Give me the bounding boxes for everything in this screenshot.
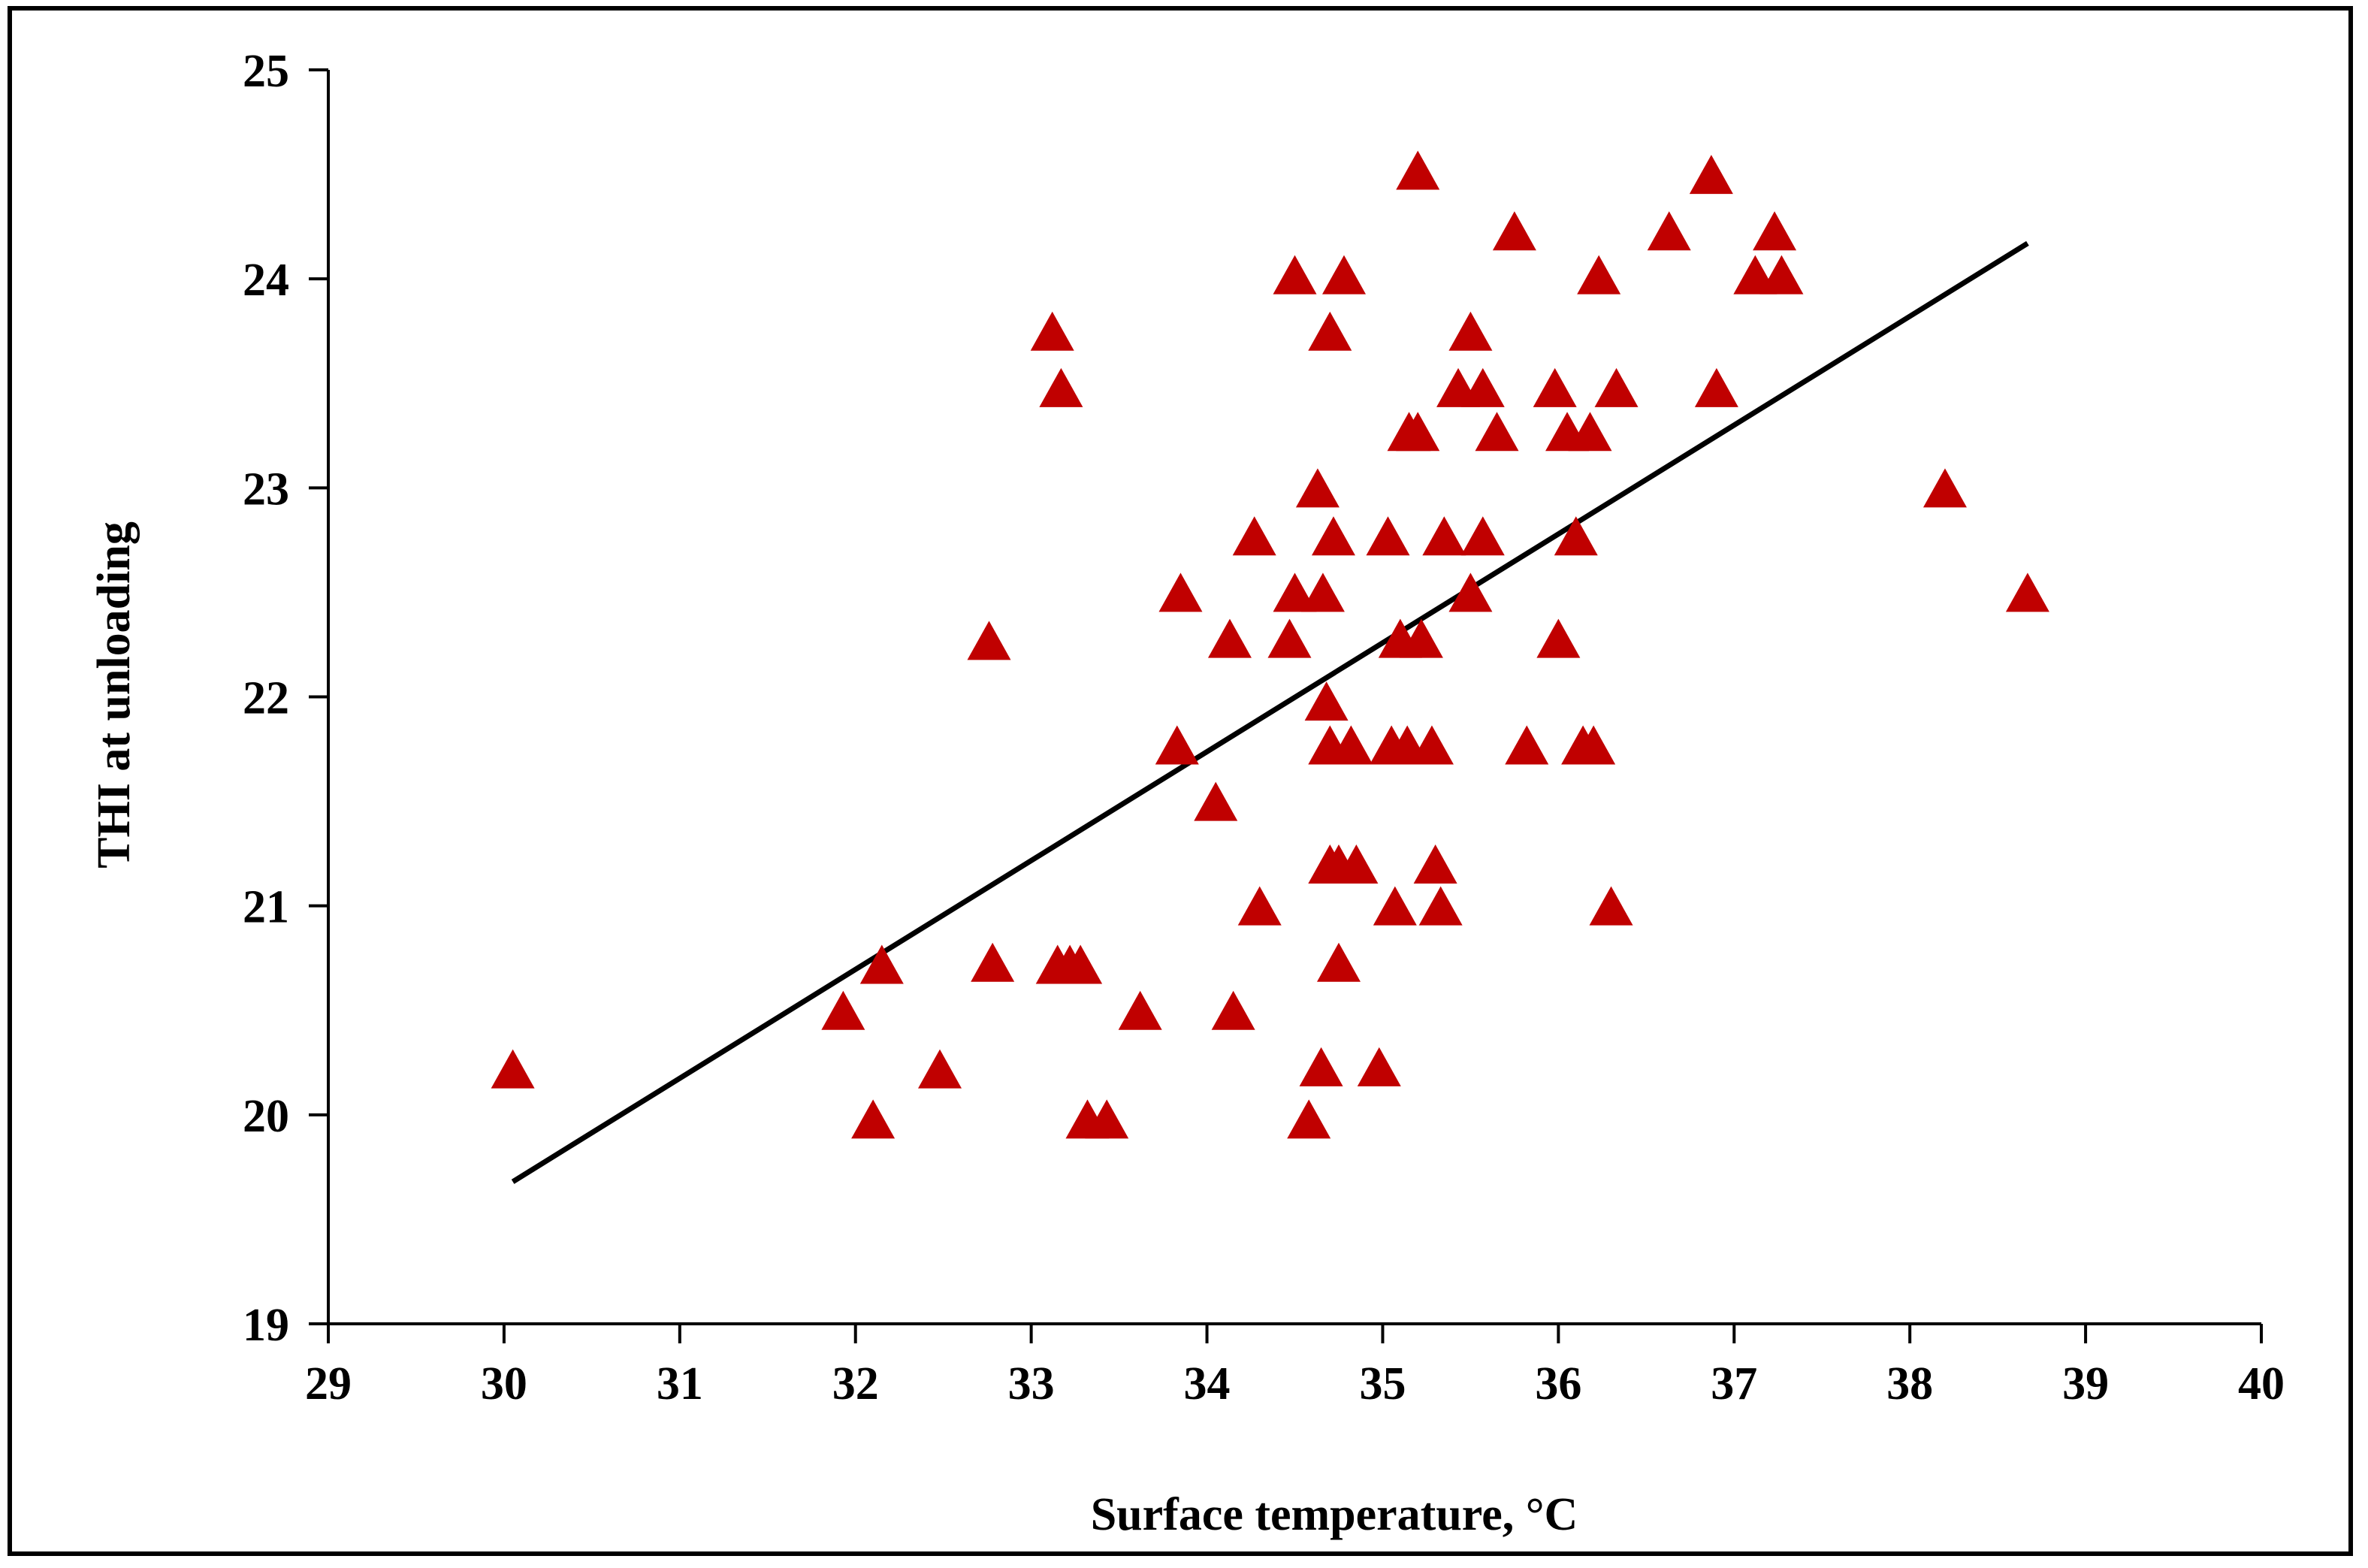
data-point <box>1689 155 1733 195</box>
data-point <box>1492 211 1536 251</box>
data-points <box>491 150 2049 1139</box>
data-point <box>1422 516 1466 556</box>
x-axis-title: Surface temperature, °C <box>1091 1489 1578 1540</box>
data-point <box>2005 573 2049 612</box>
data-point <box>1396 150 1440 190</box>
data-point <box>1321 255 1366 295</box>
data-point <box>1311 516 1355 556</box>
data-point <box>1316 942 1361 982</box>
x-tick-label: 31 <box>657 1358 703 1409</box>
data-point <box>1295 468 1340 508</box>
data-point <box>1267 618 1312 658</box>
data-point <box>967 621 1011 660</box>
data-point <box>821 990 865 1030</box>
data-point <box>1505 725 1549 765</box>
data-point <box>1589 886 1633 926</box>
data-point <box>1232 516 1276 556</box>
x-tick-label: 29 <box>305 1358 352 1409</box>
trendline-group <box>511 240 2029 1184</box>
data-point <box>1059 944 1103 984</box>
data-point <box>1448 573 1493 612</box>
data-point <box>1158 573 1203 612</box>
data-point <box>1533 367 1577 407</box>
chart-frame <box>8 6 2353 1556</box>
x-tick-label: 34 <box>1184 1358 1231 1409</box>
x-tick-label: 32 <box>832 1358 879 1409</box>
data-point <box>1211 990 1255 1030</box>
y-tick-label: 21 <box>243 882 289 933</box>
data-point <box>971 942 1015 982</box>
data-point <box>1039 367 1083 407</box>
data-point <box>1694 367 1738 407</box>
y-tick-label: 19 <box>243 1300 289 1351</box>
data-point <box>1647 211 1691 251</box>
data-point <box>1568 412 1612 452</box>
data-point <box>1460 367 1505 407</box>
data-point <box>1273 573 1317 612</box>
data-point <box>1413 844 1457 884</box>
data-point <box>1460 516 1505 556</box>
x-tick-label: 30 <box>481 1358 527 1409</box>
data-point <box>491 1049 535 1089</box>
data-point <box>1287 1099 1331 1139</box>
data-point <box>1448 311 1493 351</box>
y-axis-title: THI at unloading <box>89 521 140 869</box>
data-point <box>1418 886 1463 926</box>
x-tick-label: 35 <box>1359 1358 1406 1409</box>
data-point <box>1554 516 1598 556</box>
data-point <box>1577 255 1621 295</box>
x-tick-label: 33 <box>1008 1358 1055 1409</box>
data-point <box>1207 618 1252 658</box>
x-tick-label: 38 <box>1886 1358 1933 1409</box>
data-point <box>1300 573 1345 612</box>
y-tick-label: 25 <box>243 46 289 97</box>
data-point <box>1357 1047 1401 1086</box>
tick-labels: 29 30 31 32 33 34 35 36 37 38 39 40 19 20 21 22 23 24 25 <box>243 46 2285 1409</box>
data-point <box>1396 412 1440 452</box>
data-point <box>1329 725 1373 765</box>
data-point <box>1273 255 1317 295</box>
data-point <box>1366 516 1410 556</box>
data-point <box>1922 468 1967 508</box>
data-point <box>918 1049 962 1089</box>
x-tick-label: 39 <box>2062 1358 2109 1409</box>
y-tick-label: 22 <box>243 673 289 724</box>
data-point <box>1299 1047 1343 1086</box>
data-point <box>1085 1099 1129 1139</box>
data-point <box>1308 311 1352 351</box>
trendline <box>511 240 2029 1184</box>
y-tick-label: 20 <box>243 1091 289 1142</box>
data-point <box>1409 725 1454 765</box>
x-tick-label: 40 <box>2238 1358 2285 1409</box>
data-point <box>851 1099 896 1139</box>
data-point <box>1399 618 1443 658</box>
data-point <box>1759 255 1804 295</box>
y-tick-label: 23 <box>243 464 289 515</box>
x-tick-label: 37 <box>1711 1358 1757 1409</box>
y-tick-label: 24 <box>243 255 289 306</box>
data-point <box>1334 844 1379 884</box>
data-point <box>1194 781 1238 821</box>
data-point <box>1118 990 1162 1030</box>
data-point <box>1237 886 1282 926</box>
data-point <box>1304 681 1349 721</box>
data-point <box>1475 412 1519 452</box>
data-point <box>1536 618 1581 658</box>
data-point <box>1572 725 1616 765</box>
data-point <box>859 944 904 984</box>
x-tick-label: 36 <box>1535 1358 1581 1409</box>
axes <box>309 68 2263 1343</box>
data-point <box>1594 367 1639 407</box>
data-point <box>1753 211 1797 251</box>
data-point <box>1030 311 1074 351</box>
data-point <box>1373 886 1417 926</box>
data-point <box>1155 725 1199 765</box>
